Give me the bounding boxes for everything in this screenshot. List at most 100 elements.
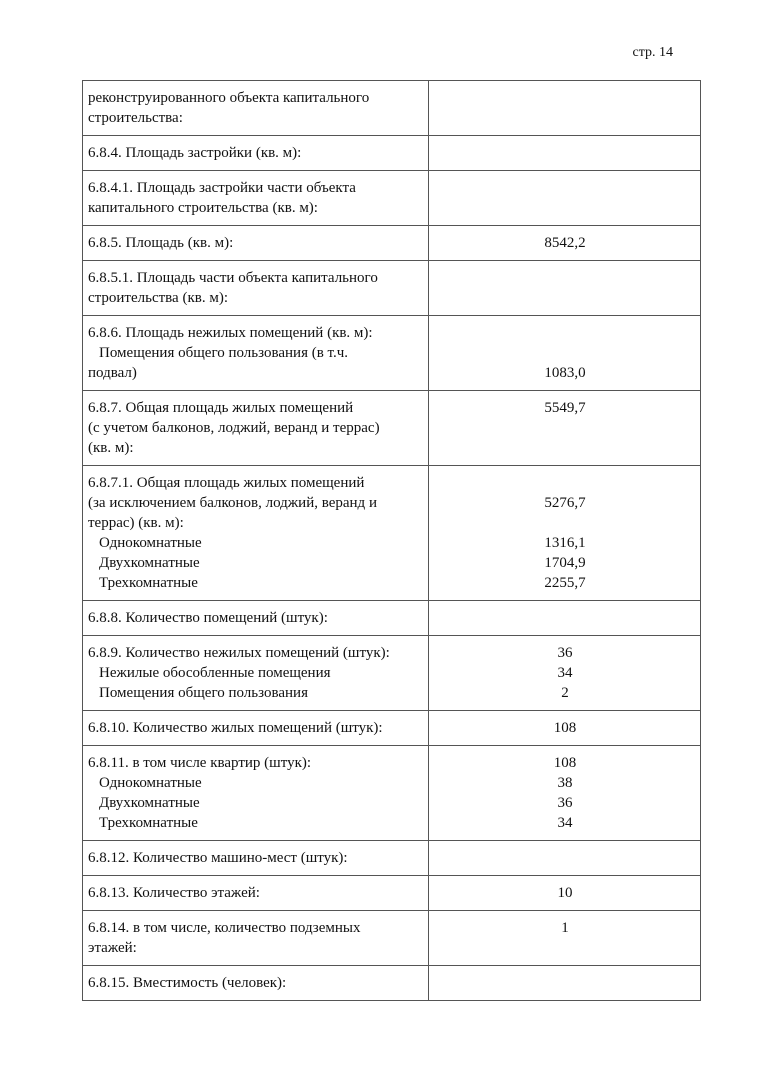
- parameter-label-cell: 6.8.8. Количество помещений (штук):: [82, 600, 429, 636]
- label-line: этажей:: [88, 940, 137, 956]
- label-line: 6.8.7.1. Общая площадь жилых помещений: [88, 475, 365, 491]
- parameter-label-cell: 6.8.7.1. Общая площадь жилых помещений (з…: [82, 465, 429, 601]
- value-line: 108: [553, 755, 577, 771]
- value-line: [434, 343, 696, 363]
- label-line: 6.8.9. Количество нежилых помещений (шту…: [88, 645, 390, 661]
- label-line: 6.8.5.1. Площадь части объекта капитальн…: [88, 270, 378, 286]
- table-row: 6.8.4.1. Площадь застройки части объекта…: [82, 170, 701, 226]
- label-line: 6.8.12. Количество машино-мест (штук):: [88, 850, 348, 866]
- label-line: 6.8.13. Количество этажей:: [88, 885, 260, 901]
- parameter-value-cell: 5549,7: [428, 390, 701, 466]
- parameter-value-cell: 5276,7 1316,1 1704,9 2255,7: [428, 465, 701, 601]
- value-line: 34: [557, 815, 573, 831]
- value-line: 1: [561, 920, 569, 936]
- label-line: Двухкомнатные: [99, 795, 200, 811]
- label-line: Однокомнатные: [99, 775, 202, 791]
- table-row: 6.8.13. Количество этажей: 10: [82, 875, 701, 911]
- value-line: 5549,7: [544, 400, 586, 416]
- table-row: 6.8.5.1. Площадь части объекта капитальн…: [82, 260, 701, 316]
- table-row: 6.8.11. в том числе квартир (штук): Однок…: [82, 745, 701, 841]
- label-line: 6.8.5. Площадь (кв. м):: [88, 235, 234, 251]
- value-line: 38: [557, 775, 573, 791]
- table-row: 6.8.14. в том числе, количество подземны…: [82, 910, 701, 966]
- table-row: 6.8.7. Общая площадь жилых помещений (с у…: [82, 390, 701, 466]
- parameter-value-cell: [428, 170, 701, 226]
- parameter-value-cell: [428, 135, 701, 171]
- label-line: строительства (кв. м):: [88, 290, 228, 306]
- value-line: 1316,1: [544, 535, 586, 551]
- label-line: 6.8.6. Площадь нежилых помещений (кв. м)…: [88, 325, 373, 341]
- label-line: 6.8.8. Количество помещений (штук):: [88, 610, 328, 626]
- parameter-value-cell: [428, 80, 701, 136]
- label-line: Двухкомнатные: [99, 555, 200, 571]
- parameter-label-cell: 6.8.6. Площадь нежилых помещений (кв. м)…: [82, 315, 429, 391]
- label-line: реконструированного объекта капитального: [88, 90, 370, 106]
- label-line: 6.8.7. Общая площадь жилых помещений: [88, 400, 354, 416]
- parameter-label-cell: 6.8.5.1. Площадь части объекта капитальн…: [82, 260, 429, 316]
- parameter-value-cell: 36 34 2: [428, 635, 701, 711]
- value-line: [434, 473, 696, 493]
- value-line: 108: [553, 720, 577, 736]
- parameter-label-cell: 6.8.15. Вместимость (человек):: [82, 965, 429, 1001]
- label-line: террас) (кв. м):: [88, 515, 184, 531]
- parameter-value-cell: 8542,2: [428, 225, 701, 261]
- parameter-label-cell: реконструированного объекта капитального…: [82, 80, 429, 136]
- parameter-label-cell: 6.8.11. в том числе квартир (штук): Однок…: [82, 745, 429, 841]
- parameter-value-cell: [428, 840, 701, 876]
- value-line: 1704,9: [544, 555, 586, 571]
- label-line: Помещения общего пользования: [99, 685, 308, 701]
- value-line: 8542,2: [544, 235, 586, 251]
- label-line: 6.8.4. Площадь застройки (кв. м):: [88, 145, 302, 161]
- value-line: 1083,0: [544, 365, 586, 381]
- table-row: 6.8.12. Количество машино-мест (штук):: [82, 840, 701, 876]
- parameter-value-cell: [428, 965, 701, 1001]
- table-row: 6.8.10. Количество жилых помещений (штук…: [82, 710, 701, 746]
- value-line: 36: [557, 645, 573, 661]
- parameter-label-cell: 6.8.12. Количество машино-мест (штук):: [82, 840, 429, 876]
- value-line: [434, 323, 696, 343]
- parameter-label-cell: 6.8.5. Площадь (кв. м):: [82, 225, 429, 261]
- table-row: 6.8.6. Площадь нежилых помещений (кв. м)…: [82, 315, 701, 391]
- label-line: (за исключением балконов, лоджий, веранд…: [88, 495, 377, 511]
- table-row: реконструированного объекта капитального…: [82, 80, 701, 136]
- label-line: Помещения общего пользования (в т.ч.: [99, 345, 349, 361]
- label-line: 6.8.11. в том числе квартир (штук):: [88, 755, 312, 771]
- value-line: 5276,7: [544, 495, 586, 511]
- label-line: 6.8.10. Количество жилых помещений (штук…: [88, 720, 383, 736]
- table-row: 6.8.7.1. Общая площадь жилых помещений (з…: [82, 465, 701, 601]
- parameter-value-cell: 1083,0: [428, 315, 701, 391]
- label-line: Трехкомнатные: [99, 815, 198, 831]
- table-row: 6.8.8. Количество помещений (штук):: [82, 600, 701, 636]
- parameter-value-cell: [428, 600, 701, 636]
- label-line: Однокомнатные: [99, 535, 202, 551]
- page-number: стр. 14: [632, 45, 673, 60]
- parameter-label-cell: 6.8.10. Количество жилых помещений (штук…: [82, 710, 429, 746]
- parameter-label-cell: 6.8.7. Общая площадь жилых помещений (с у…: [82, 390, 429, 466]
- parameter-value-cell: 10: [428, 875, 701, 911]
- label-line: 6.8.4.1. Площадь застройки части объекта: [88, 180, 356, 196]
- label-line: Трехкомнатные: [99, 575, 198, 591]
- value-line: 2: [561, 685, 569, 701]
- label-line: капитального строительства (кв. м):: [88, 200, 318, 216]
- parameter-label-cell: 6.8.9. Количество нежилых помещений (шту…: [82, 635, 429, 711]
- value-line: 10: [557, 885, 573, 901]
- value-line: [434, 513, 696, 533]
- parameter-label-cell: 6.8.14. в том числе, количество подземны…: [82, 910, 429, 966]
- value-line: 36: [557, 795, 573, 811]
- parameter-value-cell: 108 38 36 34: [428, 745, 701, 841]
- parameter-value-cell: 108: [428, 710, 701, 746]
- label-line: Нежилые обособленные помещения: [99, 665, 331, 681]
- parameter-value-cell: [428, 260, 701, 316]
- parameter-label-cell: 6.8.13. Количество этажей:: [82, 875, 429, 911]
- label-line: 6.8.14. в том числе, количество подземны…: [88, 920, 361, 936]
- label-line: (с учетом балконов, лоджий, веранд и тер…: [88, 420, 380, 436]
- table-row: 6.8.15. Вместимость (человек):: [82, 965, 701, 1001]
- label-line: 6.8.15. Вместимость (человек):: [88, 975, 287, 991]
- label-line: строительства:: [88, 110, 183, 126]
- value-line: 34: [557, 665, 573, 681]
- parameter-label-cell: 6.8.4. Площадь застройки (кв. м):: [82, 135, 429, 171]
- parameter-label-cell: 6.8.4.1. Площадь застройки части объекта…: [82, 170, 429, 226]
- value-line: 2255,7: [544, 575, 586, 591]
- label-line: подвал): [88, 365, 137, 381]
- table-row: 6.8.9. Количество нежилых помещений (шту…: [82, 635, 701, 711]
